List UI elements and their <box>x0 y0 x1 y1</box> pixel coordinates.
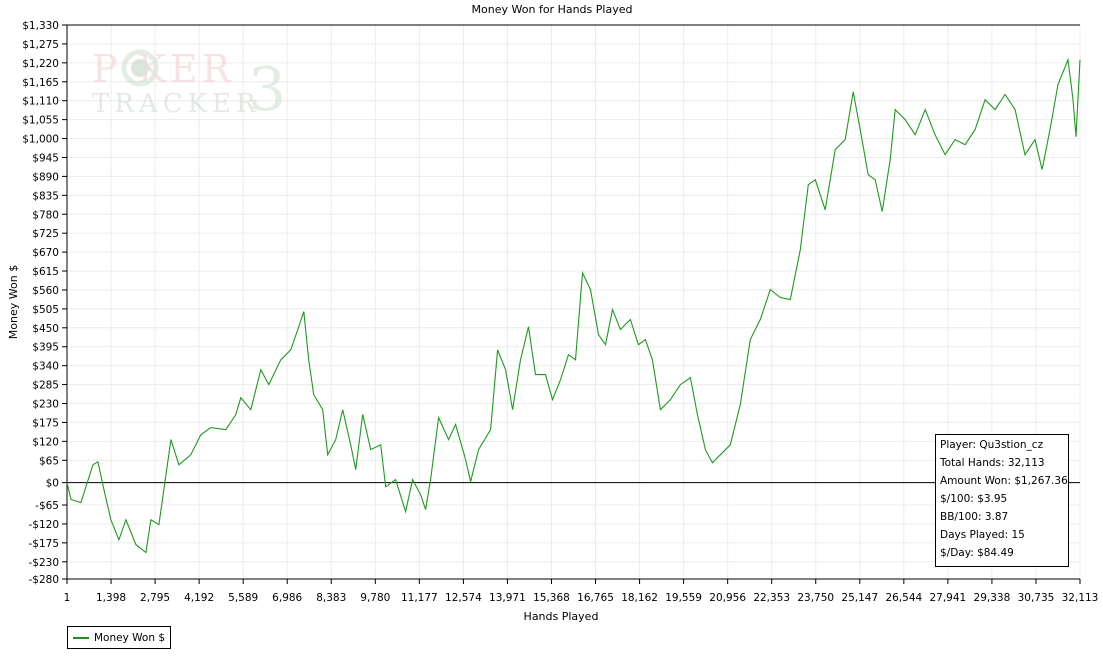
x-tick-label: 1 <box>64 592 71 604</box>
x-tick-label: 9,780 <box>360 592 390 604</box>
y-tick-label: $1,220 <box>22 58 59 70</box>
legend-label: Money Won $ <box>94 631 166 644</box>
y-tick-label: -$65 <box>35 500 59 512</box>
x-tick-label: 22,353 <box>753 592 790 604</box>
y-tick-label: $560 <box>32 285 59 297</box>
series-line <box>66 57 1081 554</box>
pokertracker-logo-watermark: P KER TRACKER 3 <box>92 47 286 125</box>
x-tick-label: 2,795 <box>140 592 170 604</box>
y-tick-label: -$120 <box>28 519 59 531</box>
x-axis-label: Hands Played <box>524 610 599 623</box>
x-tick-label: 13,971 <box>489 592 526 604</box>
y-tick-label: $890 <box>32 171 59 183</box>
watermark-3: 3 <box>248 55 286 125</box>
x-tick-label: 19,559 <box>665 592 702 604</box>
y-tick-label: -$230 <box>28 557 59 569</box>
y-tick-label: $670 <box>32 247 59 259</box>
y-tick-label: $120 <box>32 436 59 448</box>
x-tick-label: 32,113 <box>1062 592 1099 604</box>
y-tick-label: $450 <box>32 323 59 335</box>
x-tick-label: 27,941 <box>929 592 966 604</box>
stat-per-day: $/Day: $84.49 <box>940 547 1014 559</box>
x-tick-label: 5,589 <box>228 592 258 604</box>
legend: Money Won $ <box>67 626 172 649</box>
x-tick-label: 12,574 <box>445 592 482 604</box>
y-tick-label: $780 <box>32 209 59 221</box>
y-tick-label: $1,000 <box>22 134 59 146</box>
chart-title: Money Won for Hands Played <box>472 3 633 16</box>
y-axis-label: Money Won $ <box>7 265 20 339</box>
x-tick-label: 15,368 <box>533 592 570 604</box>
y-tick-label: $0 <box>46 478 59 490</box>
stat-per-100: $/100: $3.95 <box>940 493 1008 505</box>
x-tick-label: 8,383 <box>316 592 346 604</box>
x-tick-label: 1,398 <box>96 592 126 604</box>
y-tick-label: $1,275 <box>22 39 59 51</box>
y-tick-label: $615 <box>32 266 59 278</box>
x-tick-label: 25,147 <box>841 592 878 604</box>
stat-bb-100: BB/100: 3.87 <box>940 511 1009 523</box>
x-tick-label: 20,956 <box>709 592 746 604</box>
series-money-won <box>66 57 1081 554</box>
stat-player: Player: Qu3stion_cz <box>940 439 1044 451</box>
watermark-tracker: TRACKER <box>92 89 261 119</box>
y-tick-label: -$175 <box>28 538 59 550</box>
x-tick-label: 4,192 <box>184 592 214 604</box>
y-tick-label: $65 <box>39 455 59 467</box>
x-tick-label: 26,544 <box>885 592 922 604</box>
y-tick-label: $340 <box>32 361 59 373</box>
grid <box>67 24 1081 580</box>
x-tick-label: 29,338 <box>974 592 1011 604</box>
y-tick-label: $1,110 <box>22 96 59 108</box>
y-tick-label: $1,055 <box>22 115 59 127</box>
y-tick-label: $230 <box>32 399 59 411</box>
x-tick-label: 16,765 <box>577 592 614 604</box>
stat-amount-won: Amount Won: $1,267.36 <box>940 475 1068 487</box>
y-tick-label: $285 <box>32 380 59 392</box>
y-tick-label: $395 <box>32 342 59 354</box>
axes: 1 1,398 2,795 4,192 5,589 6,986 8,383 9,780 11,1… <box>22 20 1098 604</box>
y-tick-label: $175 <box>32 417 59 429</box>
x-tick-label: 18,162 <box>621 592 658 604</box>
stat-days-played: Days Played: 15 <box>940 529 1025 541</box>
y-tick-label: $1,330 <box>22 20 59 32</box>
y-tick-label: $945 <box>32 152 59 164</box>
x-tick-label: 6,986 <box>272 592 302 604</box>
stat-total-hands: Total Hands: 32,113 <box>940 457 1045 469</box>
y-tick-label: $725 <box>32 228 59 240</box>
x-tick-label: 30,735 <box>1018 592 1055 604</box>
watermark-poker: P KER <box>92 47 234 91</box>
player-stats-box: Player: Qu3stion_cz Total Hands: 32,113 … <box>935 434 1069 567</box>
y-tick-label: $1,165 <box>22 77 59 89</box>
y-tick-label: $835 <box>32 190 59 202</box>
x-tick-label: 23,750 <box>797 592 834 604</box>
legend-swatch <box>73 636 89 639</box>
x-tick-label: 11,177 <box>401 592 438 604</box>
y-tick-label: $505 <box>32 304 59 316</box>
y-tick-label: -$280 <box>28 574 59 586</box>
